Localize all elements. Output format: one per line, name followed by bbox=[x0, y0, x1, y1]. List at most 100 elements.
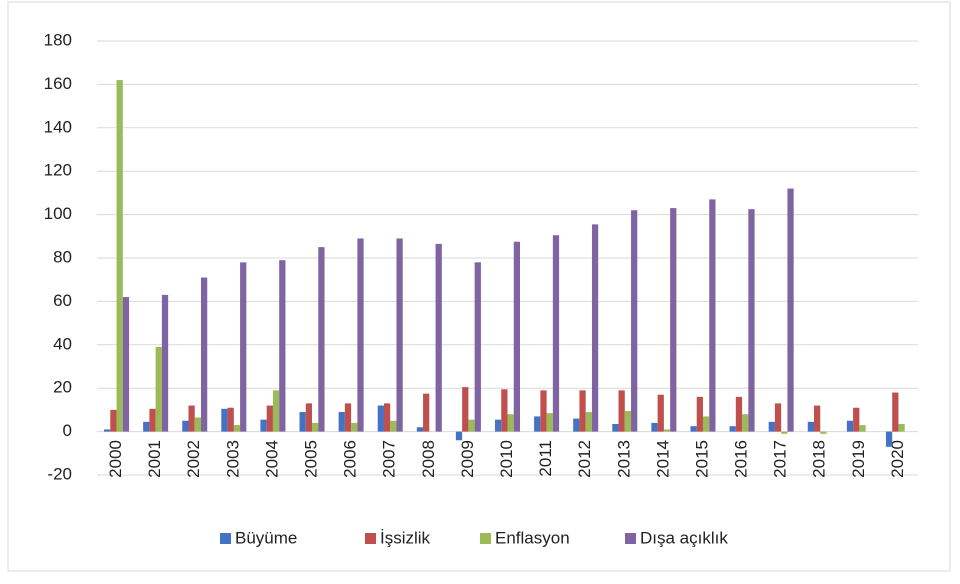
legend-swatch bbox=[625, 533, 636, 544]
bar bbox=[344, 403, 352, 432]
bar bbox=[390, 420, 397, 432]
bar bbox=[546, 413, 553, 432]
bar bbox=[200, 277, 208, 432]
x-tick-label: 2008 bbox=[419, 440, 438, 478]
bar bbox=[468, 419, 475, 432]
y-tick-label: 180 bbox=[44, 30, 72, 49]
y-tick-label: 160 bbox=[44, 74, 72, 93]
y-tick-label: 140 bbox=[44, 117, 72, 136]
y-tick-label: 80 bbox=[53, 247, 72, 266]
bar bbox=[161, 294, 169, 432]
legend-swatch bbox=[220, 533, 231, 544]
bar bbox=[305, 403, 313, 432]
bar bbox=[807, 421, 815, 432]
x-tick-label: 2007 bbox=[380, 440, 399, 478]
bar bbox=[396, 238, 403, 432]
bar bbox=[787, 188, 794, 432]
y-tick-label: 60 bbox=[53, 291, 72, 310]
bar bbox=[735, 396, 743, 432]
bar bbox=[591, 224, 599, 432]
bar bbox=[455, 431, 463, 441]
legend-label: Büyüme bbox=[235, 528, 297, 547]
bar bbox=[651, 422, 658, 432]
bar bbox=[540, 390, 547, 432]
x-tick-label: 2009 bbox=[458, 440, 477, 478]
bar bbox=[182, 420, 189, 432]
bar bbox=[781, 431, 788, 434]
bar bbox=[233, 425, 241, 432]
bar bbox=[318, 247, 325, 432]
bar bbox=[194, 417, 201, 432]
bar bbox=[338, 412, 345, 432]
bar bbox=[612, 424, 619, 432]
bar bbox=[885, 431, 893, 447]
bar bbox=[898, 424, 905, 432]
bar bbox=[742, 414, 749, 432]
y-tick-label: 0 bbox=[63, 421, 72, 440]
x-tick-label: 2003 bbox=[223, 440, 242, 478]
bar bbox=[260, 419, 267, 432]
x-tick-label: 2018 bbox=[810, 440, 829, 478]
bar bbox=[657, 394, 664, 432]
bar bbox=[690, 426, 697, 432]
bar bbox=[462, 387, 469, 432]
x-tick-label: 2006 bbox=[341, 440, 360, 478]
bar bbox=[272, 390, 280, 432]
bar bbox=[188, 405, 195, 432]
bar bbox=[513, 241, 521, 432]
bar bbox=[859, 425, 866, 432]
x-tick-label: 2000 bbox=[106, 440, 125, 478]
y-tick-label: 40 bbox=[53, 334, 72, 353]
bar bbox=[240, 262, 247, 432]
bar bbox=[534, 416, 541, 432]
bar bbox=[853, 407, 860, 432]
bar bbox=[143, 421, 150, 432]
bar bbox=[820, 431, 827, 434]
bar bbox=[474, 262, 481, 432]
bar bbox=[709, 199, 716, 432]
bar bbox=[110, 409, 117, 432]
x-tick-label: 2004 bbox=[262, 440, 281, 478]
bar bbox=[670, 208, 677, 432]
bar bbox=[122, 297, 130, 432]
bar bbox=[631, 210, 638, 432]
y-tick-label: 120 bbox=[44, 161, 72, 180]
bar bbox=[663, 429, 671, 432]
bar bbox=[696, 396, 703, 432]
x-tick-label: 2020 bbox=[888, 440, 907, 478]
bar bbox=[702, 416, 710, 432]
bar bbox=[351, 422, 358, 432]
x-tick-label: 2012 bbox=[575, 440, 594, 478]
bar bbox=[846, 420, 854, 432]
bar bbox=[814, 405, 821, 432]
bar bbox=[435, 243, 442, 432]
bar bbox=[149, 408, 156, 432]
bar bbox=[585, 412, 592, 432]
x-tick-label: 2011 bbox=[536, 440, 555, 477]
bar bbox=[377, 405, 384, 432]
legend-swatch bbox=[480, 533, 491, 544]
legend-label: Dışa açıklık bbox=[640, 528, 728, 547]
bar bbox=[748, 209, 755, 432]
bar bbox=[774, 403, 782, 432]
x-tick-label: 2019 bbox=[849, 440, 868, 478]
bar bbox=[507, 414, 514, 432]
x-tick-label: 2010 bbox=[497, 440, 516, 478]
bar bbox=[892, 392, 899, 432]
bar bbox=[768, 421, 775, 432]
x-tick-label: 2017 bbox=[771, 440, 790, 478]
bar bbox=[221, 408, 228, 432]
bar bbox=[104, 429, 111, 432]
x-tick-label: 2005 bbox=[302, 440, 321, 478]
y-tick-label: 100 bbox=[44, 204, 72, 223]
bar bbox=[729, 426, 736, 432]
bar bbox=[116, 80, 123, 432]
bar bbox=[266, 405, 273, 432]
bar bbox=[299, 412, 306, 432]
legend-label: İşsizlik bbox=[380, 528, 431, 547]
legend-swatch bbox=[365, 533, 376, 544]
x-tick-label: 2013 bbox=[614, 440, 633, 478]
bar bbox=[279, 260, 286, 432]
x-tick-label: 2001 bbox=[145, 440, 164, 478]
